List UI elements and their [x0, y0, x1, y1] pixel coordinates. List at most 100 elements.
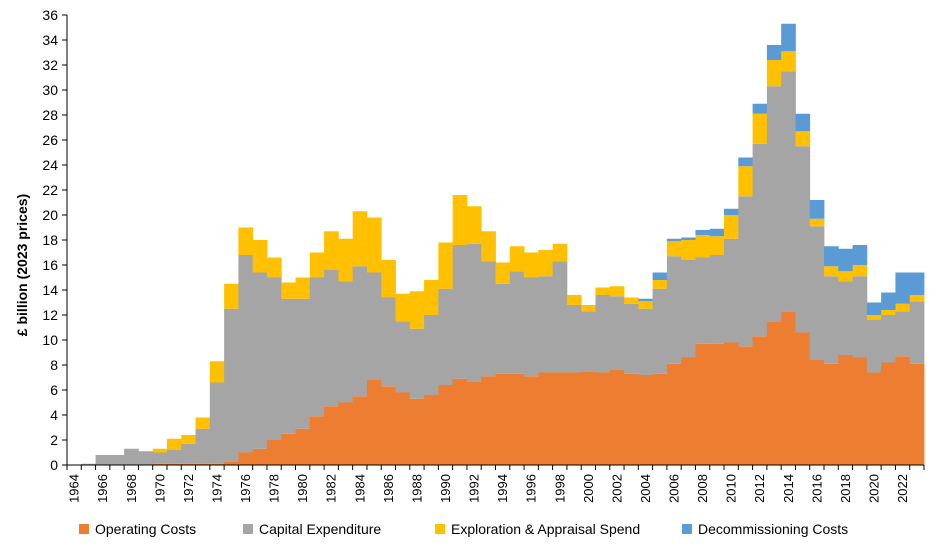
bar-segment-capital-expenditure-2011 [738, 196, 753, 347]
bars-layer [81, 23, 925, 465]
legend-label-decommissioning-costs: Decommissioning Costs [698, 521, 848, 537]
bar-segment-capital-expenditure-1995 [509, 271, 525, 374]
bar-segment-operating-costs-2011 [738, 346, 753, 465]
bar-segment-operating-costs-2015 [795, 332, 811, 465]
bar-segment-capital-expenditure-1984 [352, 266, 368, 397]
bar-segment-exploration-appraisal-spend-2023 [909, 295, 925, 302]
bar-segment-exploration-appraisal-spend-1980 [295, 277, 311, 299]
bar-segment-operating-costs-2010 [724, 342, 739, 465]
bar-segment-capital-expenditure-1973 [195, 428, 211, 464]
y-tick-label: 36 [42, 7, 58, 23]
bar-segment-operating-costs-1975 [224, 461, 239, 465]
bar-segment-operating-costs-1998 [552, 372, 568, 465]
bar-segment-capital-expenditure-1987 [395, 321, 411, 393]
bar-segment-capital-expenditure-1998 [552, 261, 568, 373]
bar-segment-capital-expenditure-2016 [809, 226, 825, 360]
bar-segment-capital-expenditure-2003 [624, 303, 639, 374]
bar-segment-capital-expenditure-1975 [224, 308, 239, 462]
x-tick-labels: 1964 1966 1968 1970 1972 1974 1976 1978 1980 1982… [67, 474, 910, 503]
bar-segment-capital-expenditure-2020 [866, 320, 882, 373]
bar-segment-capital-expenditure-1993 [481, 261, 496, 377]
legend-swatch-operating-costs [79, 524, 89, 534]
bar-segment-exploration-appraisal-spend-1996 [524, 252, 539, 278]
axes-layer [62, 14, 925, 470]
bar-segment-capital-expenditure-1979 [281, 298, 296, 434]
x-tick-label: 2018 [838, 474, 853, 503]
legend-label-operating-costs: Operating Costs [95, 521, 196, 537]
bar-segment-capital-expenditure-1966 [95, 455, 111, 465]
y-tick-label: 10 [42, 332, 58, 348]
x-tick-label: 2000 [581, 474, 596, 503]
x-tick-label: 1980 [295, 474, 310, 503]
bar-segment-operating-costs-2001 [595, 372, 611, 465]
bar-segment-operating-costs-2000 [581, 371, 596, 465]
bar-segment-exploration-appraisal-spend-2017 [824, 266, 839, 277]
bar-segment-operating-costs-1994 [495, 373, 511, 465]
bar-segment-capital-expenditure-1997 [538, 276, 554, 373]
x-tick-label: 2016 [809, 474, 824, 503]
bar-segment-capital-expenditure-1983 [338, 281, 354, 403]
bar-segment-capital-expenditure-2002 [609, 296, 625, 370]
bar-segment-operating-costs-1987 [395, 392, 411, 465]
bar-segment-operating-costs-1992 [466, 381, 482, 465]
bar-segment-capital-expenditure-2013 [766, 86, 782, 322]
y-tick-label: 8 [50, 357, 58, 373]
bar-segment-exploration-appraisal-spend-1979 [281, 282, 296, 299]
bar-segment-operating-costs-2012 [752, 336, 768, 465]
bar-segment-capital-expenditure-1968 [124, 448, 139, 465]
x-tick-label: 2010 [724, 474, 739, 503]
bar-segment-capital-expenditure-1978 [266, 277, 282, 440]
bar-segment-decommissioning-costs-2007 [681, 237, 696, 240]
bar-segment-decommissioning-costs-2022 [895, 272, 911, 304]
bar-segment-capital-expenditure-1971 [166, 450, 182, 464]
bar-segment-capital-expenditure-2015 [795, 146, 811, 333]
bar-segment-operating-costs-2014 [781, 311, 796, 465]
bar-segment-capital-expenditure-1970 [152, 452, 168, 464]
bar-segment-operating-costs-1993 [481, 376, 496, 465]
bar-segment-capital-expenditure-1986 [381, 297, 396, 387]
bar-segment-capital-expenditure-2022 [895, 311, 911, 357]
bar-segment-capital-expenditure-2021 [881, 315, 896, 363]
y-tick-label: 2 [50, 432, 58, 448]
bar-segment-decommissioning-costs-2010 [724, 208, 739, 215]
bar-segment-operating-costs-1976 [238, 452, 254, 465]
x-tick-label: 1970 [152, 474, 167, 503]
bar-segment-capital-expenditure-1994 [495, 283, 511, 374]
bar-segment-exploration-appraisal-spend-2018 [838, 271, 853, 282]
bar-segment-operating-costs-1988 [409, 398, 425, 465]
x-tick-label: 1988 [409, 474, 424, 503]
legend-label-capital-expenditure: Capital Expenditure [259, 521, 381, 537]
bar-segment-decommissioning-costs-2015 [795, 113, 811, 132]
bar-segment-operating-costs-2023 [909, 363, 925, 465]
bar-segment-exploration-appraisal-spend-2020 [866, 315, 882, 320]
bar-segment-operating-costs-1984 [352, 396, 368, 465]
bar-segment-exploration-appraisal-spend-1973 [195, 417, 211, 429]
bar-segment-decommissioning-costs-2020 [866, 302, 882, 315]
bar-segment-capital-expenditure-1977 [252, 272, 268, 449]
bar-segment-operating-costs-1990 [438, 385, 454, 465]
bar-segment-operating-costs-2005 [652, 373, 668, 465]
bar-segment-decommissioning-costs-2005 [652, 272, 668, 280]
bar-segment-exploration-appraisal-spend-1972 [181, 435, 196, 444]
bar-segment-capital-expenditure-1981 [309, 277, 325, 417]
y-tick-label: 6 [50, 382, 58, 398]
x-tick-label: 2020 [867, 474, 882, 503]
x-tick-label: 1982 [324, 474, 339, 503]
x-tick-label: 1968 [124, 474, 139, 503]
bar-segment-operating-costs-2018 [838, 355, 853, 465]
bar-segment-decommissioning-costs-2019 [852, 245, 868, 265]
x-tick-label: 1998 [552, 474, 567, 503]
bar-segment-operating-costs-2006 [666, 363, 682, 465]
x-tick-label: 1984 [352, 474, 367, 503]
bar-segment-decommissioning-costs-2004 [638, 298, 654, 302]
bar-segment-exploration-appraisal-spend-2006 [666, 241, 682, 257]
bar-segment-capital-expenditure-1972 [181, 443, 196, 464]
bar-segment-exploration-appraisal-spend-1987 [395, 293, 411, 322]
bar-segment-operating-costs-1997 [538, 372, 554, 465]
bar-segment-operating-costs-2008 [695, 343, 711, 465]
y-tick-label: 4 [50, 407, 58, 423]
bar-segment-exploration-appraisal-spend-2005 [652, 280, 668, 289]
bar-segment-capital-expenditure-2012 [752, 143, 768, 337]
legend-swatch-capital-expenditure [243, 524, 253, 534]
